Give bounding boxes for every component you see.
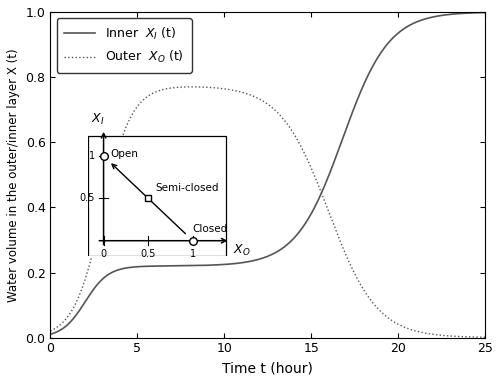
Text: $X_I$: $X_I$ (92, 112, 105, 127)
Inner  $X_I$ (t) (70, 317, 75, 322)
Outer  $X_O$ (t) (482, 335, 488, 340)
Inner  $X_I$ (t) (48, 332, 54, 337)
Text: Open: Open (110, 149, 138, 159)
Inner  $X_I$ (t) (470, 11, 476, 15)
Outer  $X_O$ (t) (470, 335, 476, 339)
Inner  $X_I$ (t) (247, 259, 253, 264)
Outer  $X_O$ (t) (70, 307, 75, 312)
Outer  $X_O$ (t) (189, 84, 195, 89)
Inner  $X_I$ (t) (259, 256, 265, 261)
X-axis label: Time t (hour): Time t (hour) (222, 361, 313, 375)
Text: 0: 0 (100, 249, 106, 259)
Text: $X_O$: $X_O$ (233, 243, 250, 258)
Text: Semi-closed: Semi-closed (156, 183, 219, 193)
Text: 1: 1 (88, 151, 94, 161)
Outer  $X_O$ (t) (48, 329, 54, 333)
Inner  $X_I$ (t) (470, 11, 476, 15)
Inner  $X_I$ (t) (482, 10, 488, 15)
Inner  $X_I$ (t) (390, 36, 396, 40)
Legend: Inner  $X_I$ (t), Outer  $X_O$ (t): Inner $X_I$ (t), Outer $X_O$ (t) (56, 18, 192, 73)
Text: 0.5: 0.5 (80, 193, 94, 203)
Outer  $X_O$ (t) (390, 319, 396, 324)
Line: Inner  $X_I$ (t): Inner $X_I$ (t) (50, 13, 485, 334)
Outer  $X_O$ (t) (248, 93, 254, 97)
Line: Outer  $X_O$ (t): Outer $X_O$ (t) (50, 87, 485, 337)
Y-axis label: Water volume in the outer/inner layer X (t): Water volume in the outer/inner layer X … (7, 48, 20, 302)
Text: 0.5: 0.5 (140, 249, 156, 259)
Bar (88, 136, 226, 256)
Text: Closed: Closed (193, 224, 228, 234)
Outer  $X_O$ (t) (470, 335, 476, 339)
Outer  $X_O$ (t) (259, 98, 265, 103)
Text: 1: 1 (190, 249, 196, 259)
